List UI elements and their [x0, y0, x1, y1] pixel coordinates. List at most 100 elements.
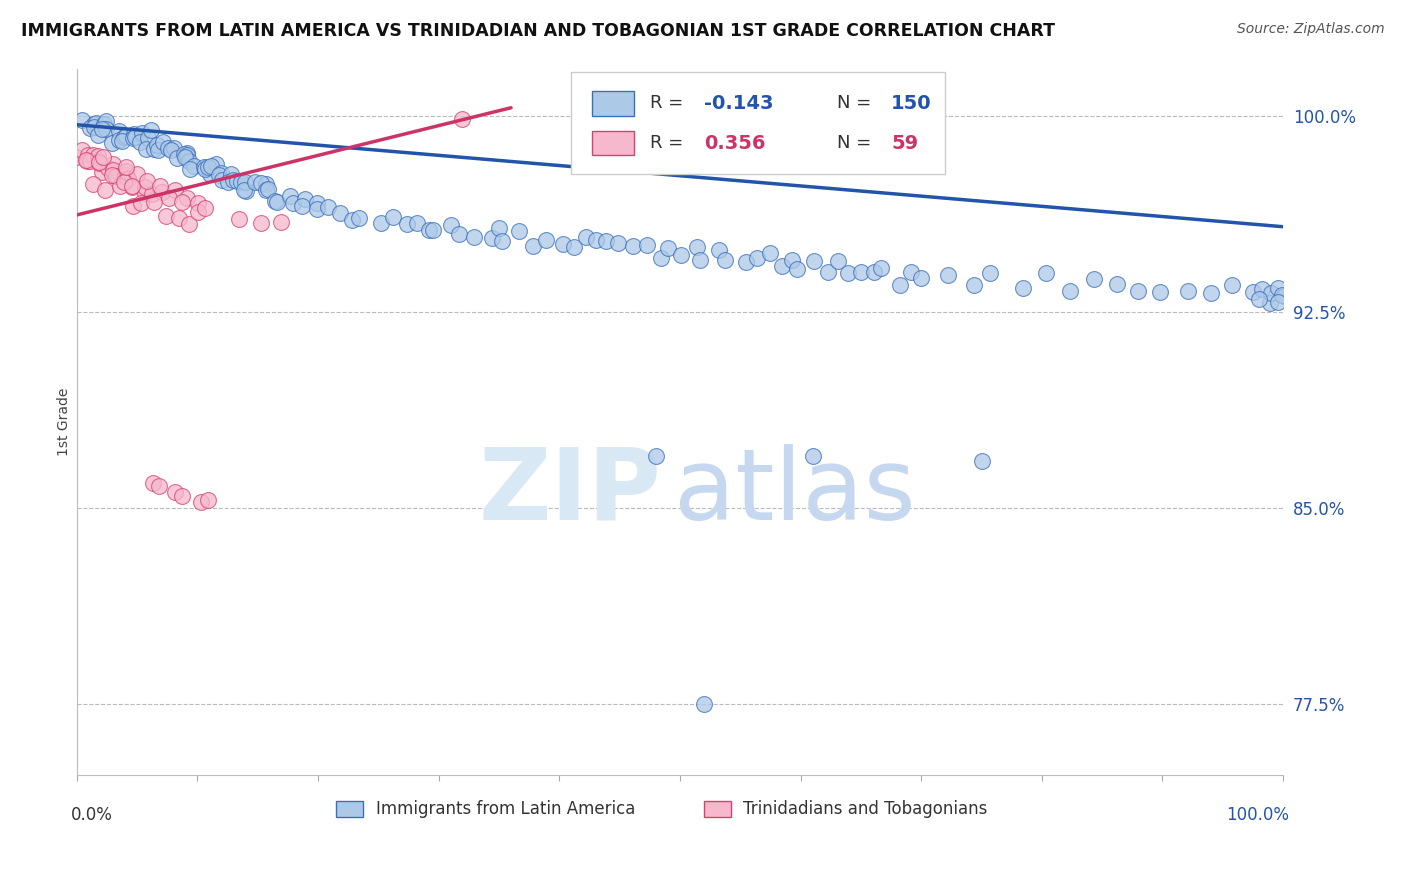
Point — [169, 211, 191, 225]
Point — [650, 251, 672, 265]
Point — [114, 160, 136, 174]
Point — [735, 255, 758, 269]
Point — [163, 485, 186, 500]
Point — [693, 697, 716, 711]
Point — [979, 266, 1001, 280]
Point — [396, 217, 419, 231]
Point — [194, 202, 217, 216]
Point — [294, 192, 316, 206]
Point — [112, 129, 135, 144]
Point — [235, 184, 257, 198]
Point — [221, 167, 243, 181]
Point — [595, 234, 617, 248]
Point — [70, 143, 93, 157]
Point — [76, 153, 98, 168]
Point — [131, 126, 153, 140]
FancyBboxPatch shape — [592, 91, 634, 116]
Point — [770, 259, 793, 273]
Text: Immigrants from Latin America: Immigrants from Latin America — [375, 800, 636, 818]
Point — [803, 253, 825, 268]
Point — [176, 148, 198, 162]
Point — [96, 122, 118, 136]
Point — [127, 167, 149, 181]
Point — [266, 194, 288, 209]
Point — [305, 202, 328, 216]
Point — [135, 174, 157, 188]
Point — [1035, 267, 1057, 281]
Point — [200, 159, 222, 173]
Point — [79, 153, 101, 168]
Point — [440, 218, 463, 232]
FancyBboxPatch shape — [336, 801, 363, 817]
Point — [177, 217, 200, 231]
Text: R =: R = — [650, 95, 689, 112]
Point — [166, 151, 188, 165]
Point — [1059, 284, 1081, 298]
Point — [152, 135, 174, 149]
Point — [249, 176, 271, 190]
Point — [101, 136, 124, 151]
Point — [422, 222, 444, 236]
Point — [115, 163, 138, 178]
Point — [156, 141, 179, 155]
Point — [463, 230, 485, 244]
Point — [607, 236, 630, 251]
Point — [124, 130, 146, 145]
Point — [149, 179, 172, 194]
Point — [228, 211, 250, 226]
Point — [163, 183, 186, 197]
Point — [644, 449, 666, 463]
Point — [1241, 285, 1264, 299]
Point — [233, 175, 256, 189]
Point — [270, 215, 292, 229]
Point — [198, 167, 221, 181]
Point — [91, 165, 114, 179]
Point — [278, 189, 301, 203]
Point — [142, 475, 165, 490]
Point — [1260, 286, 1282, 301]
Text: 0.356: 0.356 — [704, 134, 765, 153]
Point — [801, 449, 824, 463]
Point — [93, 117, 115, 131]
Point — [157, 191, 180, 205]
Point — [264, 194, 287, 208]
Point — [551, 236, 574, 251]
Point — [79, 120, 101, 135]
Point — [1128, 284, 1150, 298]
Point — [686, 240, 709, 254]
Point — [170, 489, 193, 503]
FancyBboxPatch shape — [571, 72, 945, 175]
Point — [451, 112, 474, 126]
Point — [101, 162, 124, 177]
Text: N =: N = — [837, 95, 877, 112]
Point — [232, 183, 254, 197]
Point — [134, 180, 156, 194]
FancyBboxPatch shape — [592, 130, 634, 155]
Point — [254, 183, 277, 197]
Point — [305, 195, 328, 210]
Point — [1267, 294, 1289, 309]
Point — [187, 195, 209, 210]
Point — [714, 253, 737, 268]
Point — [786, 262, 808, 277]
Point — [217, 175, 239, 189]
Point — [142, 142, 165, 156]
Text: N =: N = — [837, 134, 877, 152]
Point — [340, 213, 363, 227]
Point — [207, 168, 229, 182]
Point — [122, 127, 145, 141]
Point — [225, 174, 247, 188]
Point — [1012, 281, 1035, 295]
Point — [780, 253, 803, 268]
Point — [82, 147, 104, 161]
Point — [863, 265, 886, 279]
Point — [1083, 272, 1105, 286]
Point — [316, 200, 339, 214]
Point — [621, 239, 644, 253]
Point — [370, 216, 392, 230]
Point — [104, 169, 127, 183]
Point — [136, 131, 159, 145]
Point — [657, 241, 679, 255]
Point — [179, 161, 201, 176]
Point — [197, 493, 219, 508]
